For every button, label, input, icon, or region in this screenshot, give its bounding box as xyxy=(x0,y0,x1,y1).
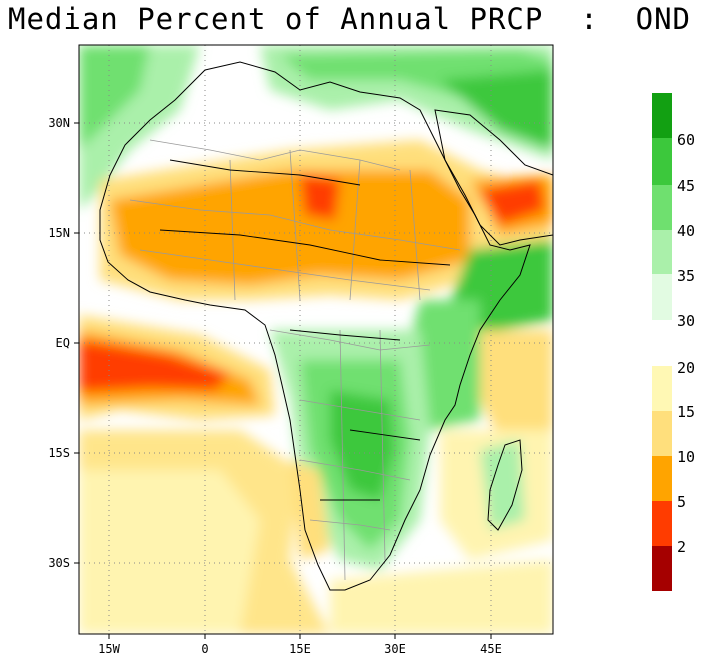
africa-coastline xyxy=(99,61,531,591)
lat-label-15n: 15N xyxy=(48,226,70,240)
colorbar-label-60: 60 xyxy=(677,131,695,149)
longitude-labels: 15W 0 15E 30E 45E xyxy=(98,642,502,656)
arabia-coastline xyxy=(434,109,553,246)
colorbar-swatch-2 xyxy=(652,546,672,591)
colorbar-label-2: 2 xyxy=(677,538,686,556)
colorbar-swatch-30 xyxy=(652,274,672,320)
lon-label-15w: 15W xyxy=(98,642,120,656)
colorbar-swatch-40 xyxy=(652,185,672,230)
admin-boundaries xyxy=(129,139,461,581)
lon-label-45e: 45E xyxy=(480,642,502,656)
colorbar-swatch-5 xyxy=(652,501,672,546)
colorbar-swatch-15 xyxy=(652,411,672,456)
colorbar-label-15: 15 xyxy=(677,403,695,421)
colorbar-label-20: 20 xyxy=(677,359,695,377)
colorbar-swatch-45 xyxy=(652,138,672,185)
colorbar-label-5: 5 xyxy=(677,493,686,511)
lon-label-15e: 15E xyxy=(289,642,311,656)
latitude-labels: 30N 15N EQ 15S 30S xyxy=(48,116,70,570)
lon-label-30e: 30E xyxy=(384,642,406,656)
lat-label-15s: 15S xyxy=(48,446,70,460)
country-boundaries xyxy=(159,159,451,501)
map-field xyxy=(79,45,553,634)
map-frame xyxy=(78,44,554,635)
lon-label-0: 0 xyxy=(201,642,208,656)
colorbar-swatch-20 xyxy=(652,366,672,411)
colorbar-label-30: 30 xyxy=(677,312,695,330)
madagascar-coastline xyxy=(487,439,523,531)
axis-ticks xyxy=(74,122,492,639)
lat-label-eq: EQ xyxy=(56,336,70,350)
colorbar: 60 45 40 35 30 20 15 10 5 2 xyxy=(652,93,695,591)
colorbar-label-40: 40 xyxy=(677,222,695,240)
colorbar-label-35: 35 xyxy=(677,267,695,285)
lat-label-30s: 30S xyxy=(48,556,70,570)
colorbar-swatch-60 xyxy=(652,93,672,138)
lat-label-30n: 30N xyxy=(48,116,70,130)
map-gridlines xyxy=(79,45,553,634)
colorbar-label-10: 10 xyxy=(677,448,695,466)
map-title: Median Percent of Annual PRCP : OND xyxy=(8,2,692,36)
colorbar-label-45: 45 xyxy=(677,177,695,195)
colorbar-swatch-35 xyxy=(652,230,672,274)
colorbar-swatch-10 xyxy=(652,456,672,501)
